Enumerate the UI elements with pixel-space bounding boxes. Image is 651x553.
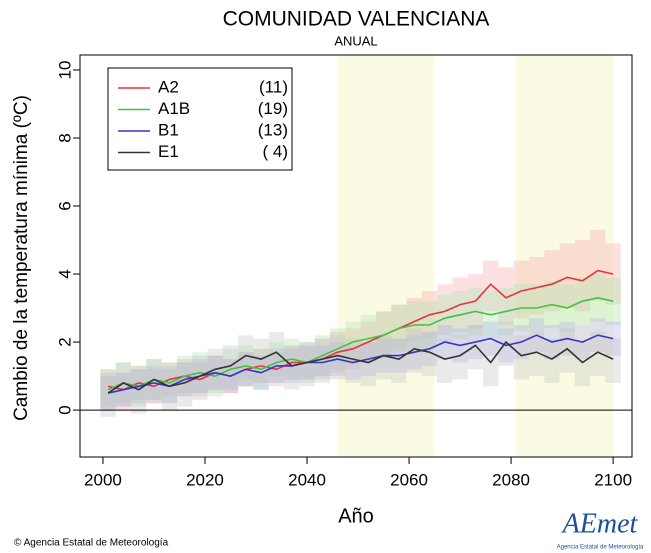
range-band xyxy=(605,321,621,356)
range-band xyxy=(605,277,621,326)
series-line xyxy=(107,296,614,391)
range-band xyxy=(314,338,330,377)
range-band xyxy=(528,257,545,315)
chart-subtitle: ANUAL xyxy=(334,33,377,48)
range-band xyxy=(437,284,453,336)
logo: AEmet xyxy=(561,508,639,539)
range-band xyxy=(528,331,545,377)
x-tick-label: 2020 xyxy=(186,470,224,489)
range-band xyxy=(544,250,560,312)
y-tick-label: 2 xyxy=(55,337,74,346)
legend-label: A1B xyxy=(158,99,190,118)
range-band xyxy=(498,321,514,366)
range-band xyxy=(100,372,116,417)
range-band xyxy=(421,331,438,377)
range-band xyxy=(467,325,484,370)
x-tick-label: 2040 xyxy=(288,470,326,489)
x-tick-label: 2000 xyxy=(84,470,122,489)
highlight-period xyxy=(516,55,614,457)
range-band xyxy=(406,297,422,343)
range-band xyxy=(131,369,147,414)
range-band xyxy=(437,338,453,383)
range-band xyxy=(590,331,606,377)
legend-count: (19) xyxy=(258,99,288,118)
range-band xyxy=(100,376,116,411)
range-band xyxy=(559,328,575,373)
footer: © Agencia Estatal de Meteorología xyxy=(14,538,169,549)
logo-caption: Agencia Estatal de Meteorología xyxy=(557,545,644,551)
range-band xyxy=(360,342,376,387)
x-tick-label: 2060 xyxy=(390,470,428,489)
range-band xyxy=(375,311,392,356)
x-tick-label: 2100 xyxy=(594,470,632,489)
range-band xyxy=(483,342,499,387)
range-band xyxy=(192,355,208,400)
y-axis-label: Cambio de la temperatura mínima (ºC) xyxy=(11,95,32,421)
range-band xyxy=(513,335,529,380)
chart-title: COMUNIDAD VALENCIANA xyxy=(223,8,490,31)
legend-label: B1 xyxy=(158,120,179,139)
range-band xyxy=(574,240,591,312)
range-band xyxy=(544,338,560,383)
y-tick-label: 6 xyxy=(55,201,74,210)
x-axis-label: Año xyxy=(338,505,374,527)
range-band xyxy=(452,335,468,380)
range-band xyxy=(100,369,116,411)
y-tick-label: 10 xyxy=(55,61,74,80)
range-band xyxy=(314,338,330,383)
highlight-period xyxy=(337,55,435,457)
range-band xyxy=(115,362,132,407)
range-band xyxy=(222,345,239,390)
range-band xyxy=(513,260,529,319)
range-band xyxy=(115,372,132,411)
legend-label: A2 xyxy=(158,77,179,96)
y-tick-label: 8 xyxy=(55,133,74,142)
legend-count: (13) xyxy=(258,120,288,139)
range-band xyxy=(176,362,193,407)
range-band xyxy=(161,365,177,411)
range-band xyxy=(483,260,499,312)
plot-frame xyxy=(79,54,633,458)
series-line xyxy=(107,340,614,394)
range-band xyxy=(253,338,269,383)
range-band xyxy=(574,342,591,387)
range-band xyxy=(391,338,407,383)
range-band xyxy=(590,229,606,302)
range-band xyxy=(559,243,575,309)
legend-count: ( 4) xyxy=(263,142,289,161)
legend-label: E1 xyxy=(158,142,179,161)
x-tick-label: 2080 xyxy=(492,470,530,489)
legend-count: (11) xyxy=(259,77,288,96)
range-band xyxy=(284,345,300,390)
range-band xyxy=(605,243,621,305)
range-band xyxy=(375,335,392,380)
range-band xyxy=(100,369,116,407)
range-band xyxy=(146,359,162,404)
range-band xyxy=(391,304,407,349)
range-band xyxy=(299,342,315,387)
range-band xyxy=(605,338,621,383)
range-band xyxy=(406,328,422,373)
y-tick-label: 0 xyxy=(55,405,74,414)
range-band xyxy=(207,348,223,394)
y-tick-label: 4 xyxy=(55,269,74,278)
